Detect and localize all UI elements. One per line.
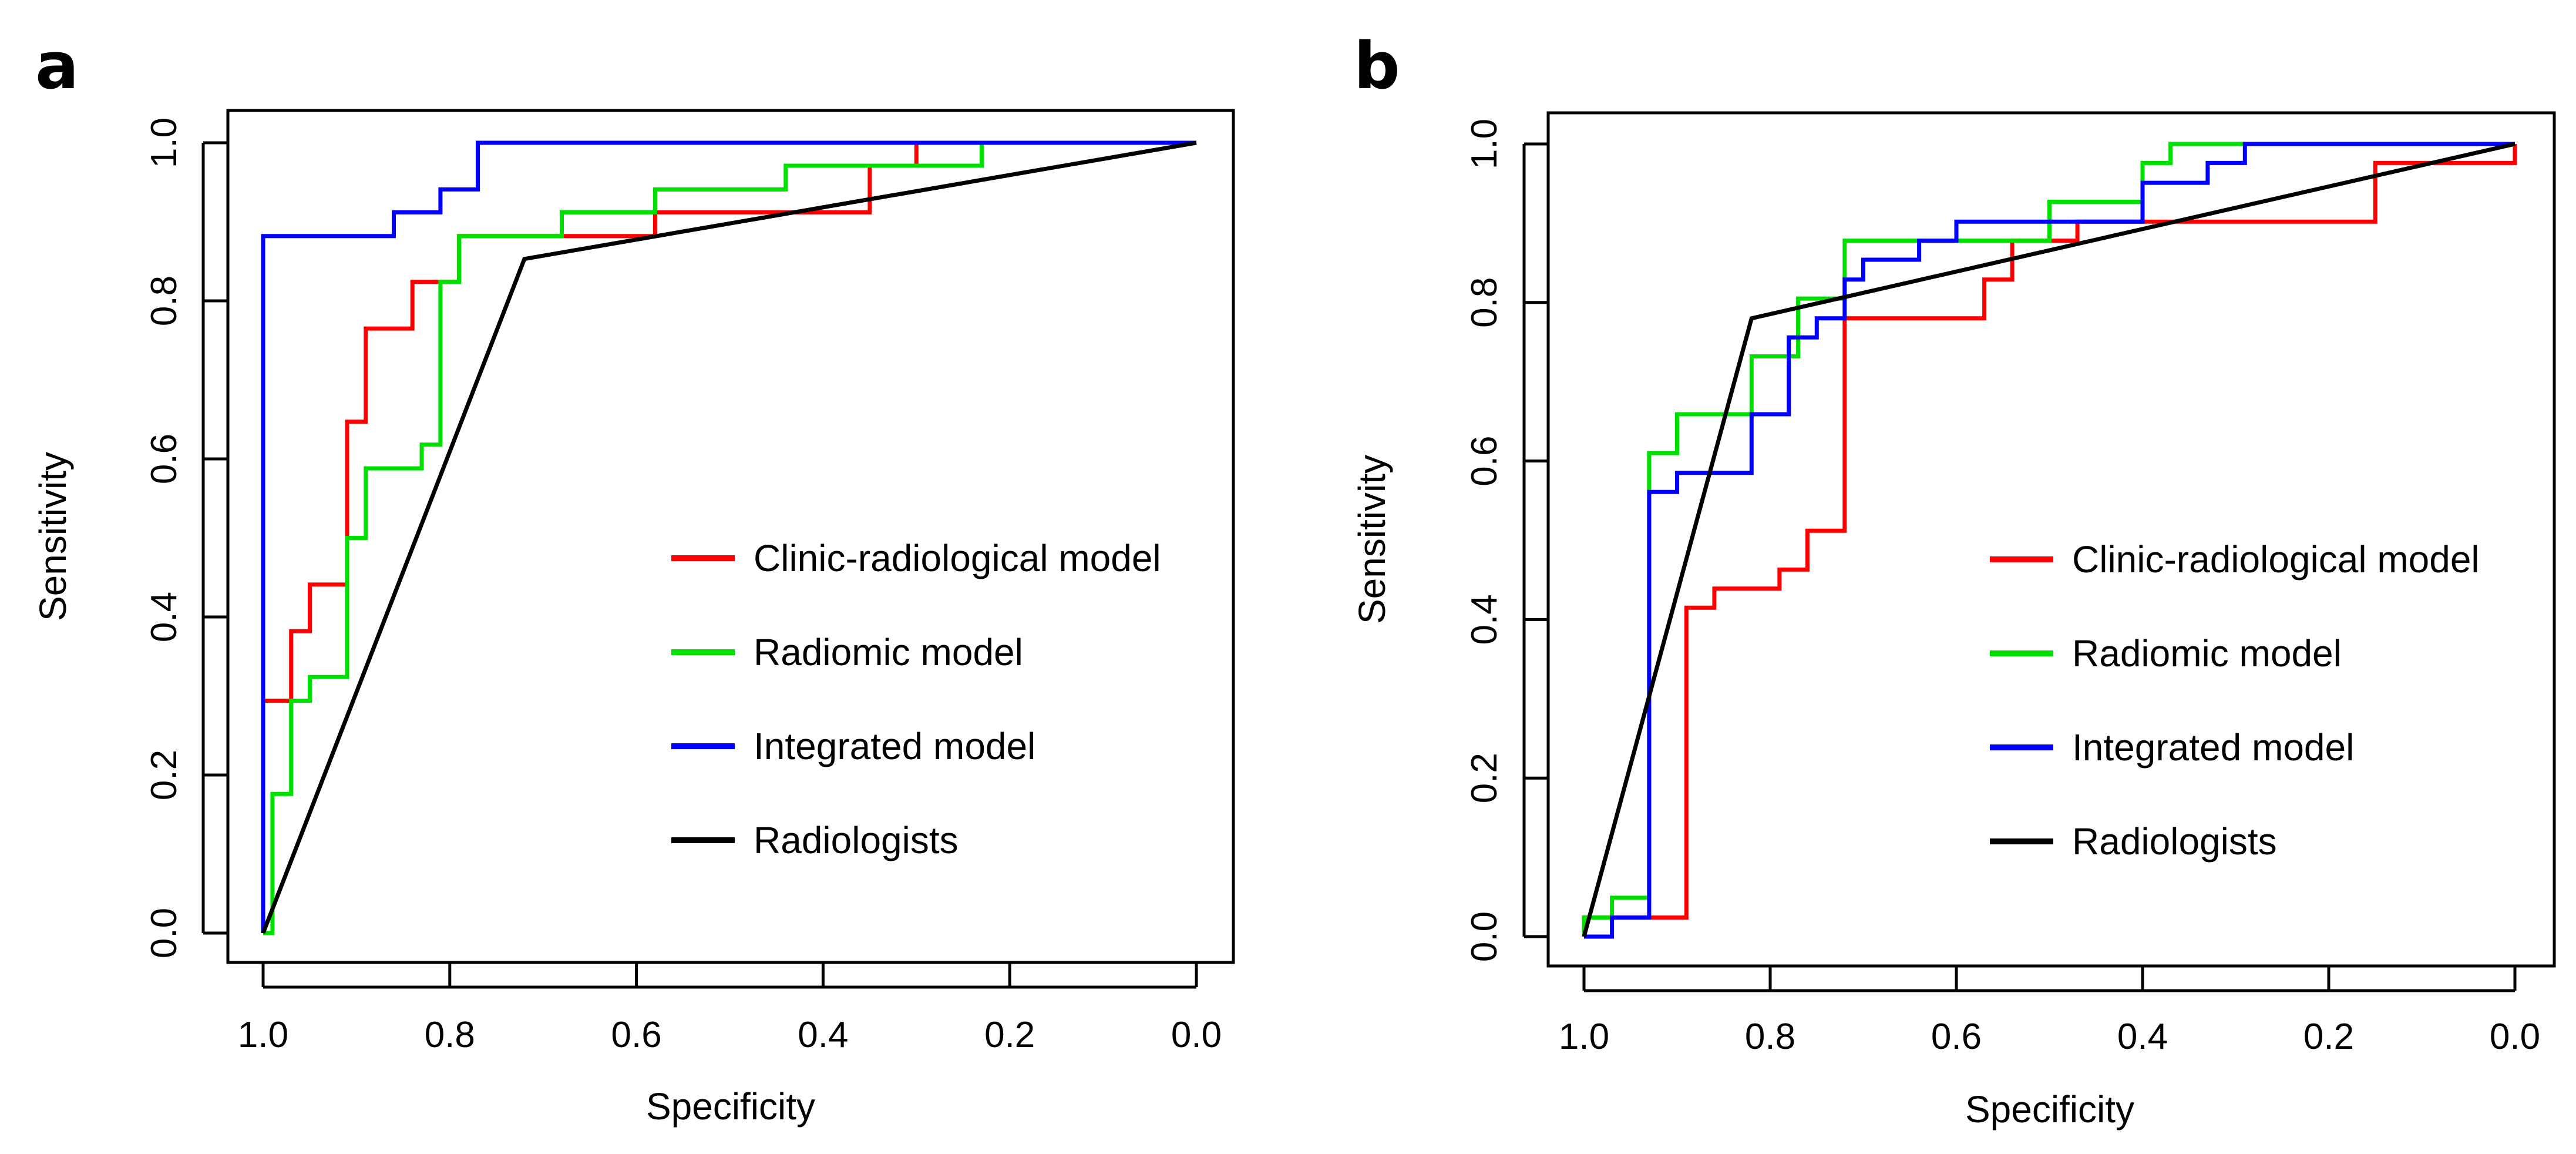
x-tick-label: 0.4: [798, 1015, 848, 1055]
series-line-clinic-radiological-model-a: [261, 140, 1196, 933]
series-layer-b: [1582, 142, 2517, 939]
legend-entry-label: Radiomic model: [2072, 632, 2342, 675]
x-tick-label: 1.0: [238, 1015, 288, 1055]
legend-entry-label: Clinic-radiological model: [2072, 538, 2480, 581]
x-tick-label: 0.6: [1931, 1017, 1982, 1057]
y-tick-label: 0.2: [1464, 753, 1505, 803]
legend-b: Clinic-radiological model Radiomic model I…: [1990, 538, 2480, 863]
series-line-radiologists-b: [1582, 142, 2516, 937]
x-tick-label: 0.0: [1171, 1015, 1222, 1055]
x-axis-a: 1.0 0.8 0.6 0.4 0.2 0.0: [238, 962, 1222, 1055]
y-tick-label: 0.2: [144, 750, 184, 800]
x-axis-b: 1.0 0.8 0.6 0.4 0.2 0.0: [1559, 966, 2540, 1057]
y-tick-label: 1.0: [144, 118, 184, 168]
y-tick-label: 0.4: [144, 592, 184, 642]
x-tick-label: 0.6: [611, 1015, 661, 1055]
y-axis-title-a: Sensitivity: [32, 452, 74, 621]
series-line-radiomic-model-b: [1582, 142, 2515, 937]
y-tick-label: 0.8: [1464, 277, 1505, 328]
plot-frame-a: [226, 109, 1235, 964]
y-tick-label: 0.0: [1464, 911, 1505, 962]
x-tick-label: 0.4: [2117, 1017, 2168, 1057]
roc-panel-a: a 1.0 0.8 0.6 0.4 0.2 0.0 0.00.20.40.60.81.0 …: [32, 28, 1235, 1128]
legend-entry-label: Radiomic model: [754, 631, 1023, 673]
series-line-clinic-radiological-model-b: [1582, 144, 2517, 937]
y-tick-label: 0.6: [1464, 435, 1505, 486]
x-tick-label: 0.8: [425, 1015, 475, 1055]
roc-panel-b: b 1.0 0.8 0.6 0.4 0.2 0.0 0.00.20.40.60.81.0 …: [1351, 28, 2556, 1130]
y-tick-label: 0.4: [1464, 594, 1505, 645]
y-tick-label: 0.8: [144, 276, 184, 326]
panel-label-a: a: [35, 28, 79, 103]
legend-entry-label: Radiologists: [2072, 820, 2277, 863]
x-tick-label: 0.2: [2303, 1017, 2354, 1057]
x-axis-title-b: Specificity: [1965, 1088, 2134, 1130]
y-axis-b: 0.0 0.2 0.4 0.6 0.8 1.0: [1464, 119, 1549, 962]
series-line-radiologists-a: [261, 140, 1197, 934]
series-line-integrated-model-a: [261, 140, 1196, 933]
series-layer-a: [261, 140, 1197, 935]
legend-entry-label: Integrated model: [754, 725, 1035, 767]
x-tick-label: 0.8: [1745, 1017, 1795, 1057]
plot-frame-b: [1546, 111, 2556, 968]
x-tick-label: 0.2: [984, 1015, 1035, 1055]
y-tick-label: 0.6: [144, 434, 184, 484]
panel-label-b: b: [1354, 28, 1400, 103]
legend-entry-label: Radiologists: [754, 819, 959, 861]
y-tick-label: 0.0: [144, 908, 184, 958]
legend-entry-label: Clinic-radiological model: [754, 537, 1161, 579]
series-line-radiomic-model-a: [263, 140, 1196, 935]
y-axis-title-b: Sensitivity: [1351, 455, 1393, 624]
x-axis-title-a: Specificity: [646, 1085, 815, 1128]
x-tick-label: 0.0: [2490, 1017, 2540, 1057]
x-tick-label: 1.0: [1559, 1017, 1609, 1057]
legend-entry-label: Integrated model: [2072, 726, 2354, 769]
legend-a: Clinic-radiological model Radiomic model I…: [671, 537, 1161, 861]
y-axis-a: 0.0 0.2 0.4 0.6 0.8 1.0: [144, 118, 228, 958]
y-tick-label: 1.0: [1464, 119, 1505, 169]
